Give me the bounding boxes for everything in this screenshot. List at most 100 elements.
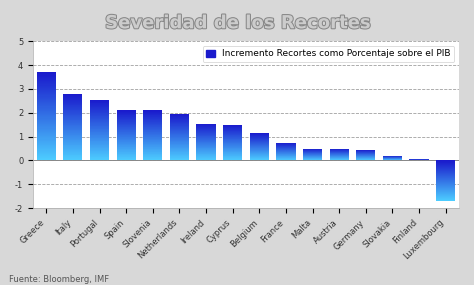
Bar xyxy=(196,153,216,154)
Bar xyxy=(223,128,242,129)
Bar xyxy=(436,161,455,162)
Bar xyxy=(90,108,109,109)
Bar xyxy=(36,126,56,127)
Bar xyxy=(143,141,163,142)
Bar xyxy=(196,152,216,153)
Bar xyxy=(117,134,136,135)
Bar xyxy=(90,150,109,151)
Bar xyxy=(436,170,455,171)
Bar xyxy=(64,124,82,125)
Bar xyxy=(36,90,56,91)
Bar xyxy=(170,115,189,116)
Bar xyxy=(436,190,455,191)
Bar xyxy=(170,118,189,119)
Bar xyxy=(196,128,216,129)
Bar xyxy=(196,159,216,160)
Bar xyxy=(117,136,136,137)
Bar xyxy=(196,124,216,125)
Bar xyxy=(117,142,136,143)
Bar xyxy=(250,158,269,159)
Bar xyxy=(223,141,242,142)
Bar xyxy=(143,153,163,154)
Bar xyxy=(143,149,163,150)
Bar xyxy=(117,117,136,118)
Bar xyxy=(36,98,56,99)
Bar xyxy=(36,100,56,101)
Bar xyxy=(170,159,189,160)
Bar xyxy=(64,154,82,155)
Bar xyxy=(143,136,163,137)
Bar xyxy=(64,106,82,107)
Bar xyxy=(90,122,109,123)
Bar xyxy=(250,137,269,138)
Bar xyxy=(250,142,269,143)
Bar xyxy=(117,114,136,115)
Bar xyxy=(36,91,56,92)
Bar xyxy=(436,186,455,187)
Bar xyxy=(90,127,109,128)
Bar xyxy=(36,87,56,88)
Bar xyxy=(64,138,82,139)
Bar xyxy=(117,129,136,130)
Bar xyxy=(170,137,189,138)
Bar xyxy=(143,144,163,145)
Bar xyxy=(250,146,269,147)
Bar xyxy=(90,154,109,155)
Bar xyxy=(436,200,455,201)
Bar xyxy=(196,139,216,140)
Bar xyxy=(143,118,163,119)
Bar xyxy=(196,155,216,156)
Text: Severidad de los Recortes: Severidad de los Recortes xyxy=(105,14,369,32)
Bar xyxy=(196,140,216,141)
Bar xyxy=(170,147,189,148)
Bar xyxy=(117,143,136,144)
Bar xyxy=(36,83,56,84)
Bar xyxy=(36,124,56,125)
Bar xyxy=(36,113,56,114)
Bar xyxy=(196,145,216,146)
Bar xyxy=(223,134,242,135)
Bar xyxy=(436,177,455,178)
Bar xyxy=(64,117,82,118)
Bar xyxy=(223,150,242,151)
Bar xyxy=(436,181,455,182)
Bar xyxy=(64,126,82,127)
Bar xyxy=(117,146,136,147)
Bar xyxy=(170,126,189,127)
Bar xyxy=(64,97,82,98)
Bar xyxy=(117,137,136,138)
Bar xyxy=(223,126,242,127)
Bar xyxy=(36,134,56,135)
Bar xyxy=(117,145,136,146)
Bar xyxy=(90,128,109,129)
Bar xyxy=(250,141,269,142)
Bar xyxy=(436,182,455,183)
Bar xyxy=(170,124,189,125)
Bar xyxy=(64,128,82,129)
Bar xyxy=(170,133,189,134)
Bar xyxy=(196,134,216,135)
Bar xyxy=(250,145,269,146)
Bar xyxy=(117,125,136,126)
Bar xyxy=(170,121,189,122)
Bar xyxy=(223,132,242,133)
Bar xyxy=(36,146,56,147)
Bar xyxy=(143,137,163,138)
Bar xyxy=(64,142,82,143)
Bar xyxy=(170,146,189,147)
Bar xyxy=(223,130,242,131)
Bar xyxy=(64,153,82,154)
Bar xyxy=(36,102,56,103)
Bar xyxy=(143,132,163,133)
Bar xyxy=(90,129,109,130)
Bar xyxy=(90,151,109,152)
Bar xyxy=(196,131,216,132)
Bar xyxy=(36,119,56,120)
Bar xyxy=(64,151,82,152)
Bar xyxy=(90,109,109,110)
Bar xyxy=(436,179,455,180)
Bar xyxy=(223,140,242,141)
Bar xyxy=(90,148,109,149)
Bar xyxy=(64,120,82,121)
Bar xyxy=(90,145,109,146)
